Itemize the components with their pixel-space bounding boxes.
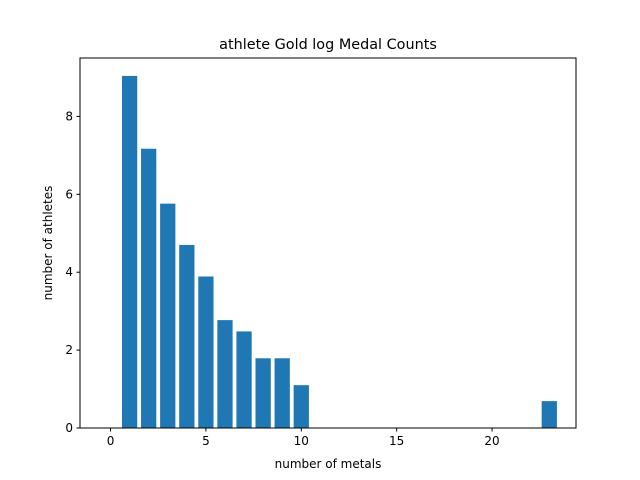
bar [541,401,557,428]
y-tick-label: 6 [65,187,73,201]
bar [179,244,195,428]
bar [121,75,138,429]
x-tick-label: 15 [389,434,404,448]
y-axis-label: number of athletes [41,186,55,301]
bar [293,385,309,428]
bar [236,331,252,428]
x-axis-label: number of metals [275,457,382,471]
chart-title: athlete Gold log Medal Counts [219,37,437,53]
bar [217,320,233,428]
plot-frame [79,57,577,429]
y-tick-label: 8 [65,109,73,123]
bar [198,276,214,428]
y-tick-label: 4 [65,265,73,279]
bar [274,358,290,428]
y-tick-label: 0 [65,421,73,435]
bar [141,148,157,428]
x-tick-label: 20 [484,434,499,448]
x-tick-label: 0 [107,434,115,448]
bars-layer [121,75,557,429]
x-tick-label: 10 [294,434,309,448]
y-tick-label: 2 [65,343,73,357]
bar [160,203,176,428]
bar [255,358,271,428]
x-tick-label: 5 [202,434,210,448]
ticks-layer: 0 5 10 15 20 0 2 4 6 8 [65,109,499,448]
